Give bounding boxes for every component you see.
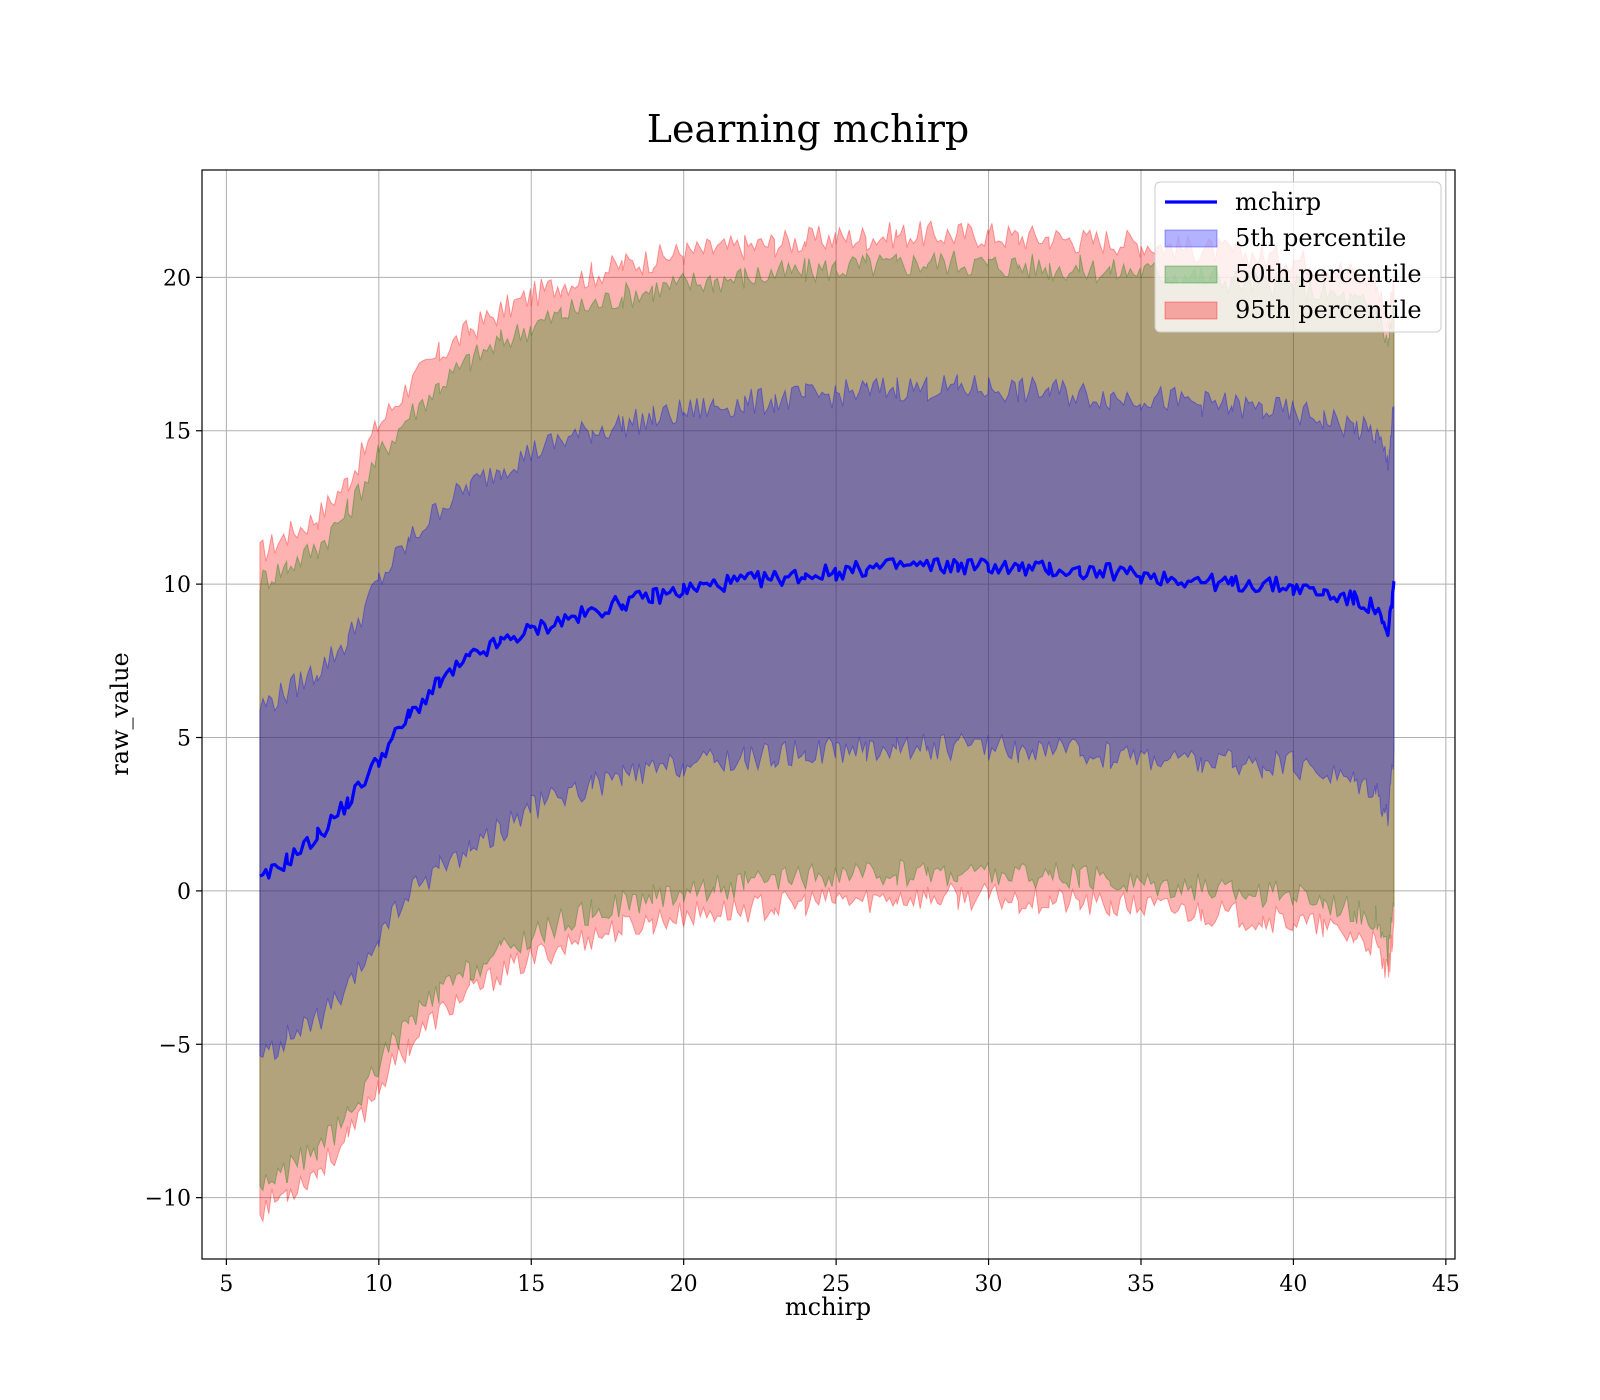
x-tick-label: 35 — [1127, 1272, 1155, 1297]
plot-frame — [201, 169, 1456, 1260]
chart-title: Learning mchirp — [647, 107, 969, 151]
x-tick-label: 40 — [1279, 1272, 1307, 1297]
x-tick-label: 30 — [975, 1272, 1003, 1297]
x-tick-label: 15 — [517, 1272, 545, 1297]
legend: mchirp 5th percentile 50th percentile 95th … — [1154, 181, 1442, 333]
line-mchirp — [259, 557, 1396, 880]
x-tick-label: 25 — [822, 1272, 850, 1297]
x-axis-label: mchirp — [785, 1293, 871, 1321]
y-tick-label: 20 — [163, 266, 191, 291]
x-tick-label: 45 — [1432, 1272, 1460, 1297]
y-tick-label: 5 — [177, 727, 191, 752]
ticks: 5 10 15 20 25 30 35 40 45 −10 −5 0 5 10 15 20 — [145, 266, 1460, 1297]
legend-label: 5th percentile — [1235, 224, 1406, 252]
legend-label: mchirp — [1235, 188, 1321, 216]
legend-label: 50th percentile — [1235, 260, 1422, 288]
y-tick-label: 10 — [163, 573, 191, 598]
x-tick-label: 20 — [670, 1272, 698, 1297]
bands — [259, 219, 1395, 1224]
y-tick-label: 15 — [163, 420, 191, 445]
y-tick-label: 0 — [177, 880, 191, 905]
legend-box — [1154, 181, 1442, 333]
lines — [259, 557, 1396, 880]
legend-swatch-band — [1164, 265, 1218, 284]
legend-swatch-band — [1164, 301, 1218, 320]
band-50th-percentile — [259, 250, 1395, 1192]
band-5th-percentile — [259, 374, 1395, 1061]
legend-swatch-band — [1164, 229, 1218, 248]
y-tick-label: −5 — [159, 1033, 191, 1058]
x-tick-label: 10 — [365, 1272, 393, 1297]
band-95th-percentile — [259, 219, 1395, 1224]
legend-label: 95th percentile — [1235, 296, 1422, 324]
x-tick-label: 5 — [219, 1272, 233, 1297]
y-tick-label: −10 — [145, 1187, 191, 1212]
y-axis-label: raw_value — [106, 652, 134, 776]
